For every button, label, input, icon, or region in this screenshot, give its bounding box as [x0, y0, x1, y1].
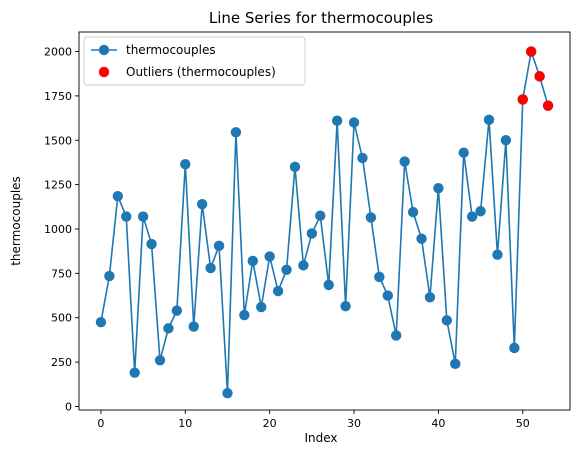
data-point [357, 152, 368, 164]
data-point [500, 135, 512, 146]
data-point [230, 127, 242, 138]
chart-title: Line Series for thermocouples [209, 9, 433, 27]
axes-frame [78, 31, 571, 411]
data-point [298, 260, 309, 271]
legend-box [83, 36, 306, 86]
data-point [382, 290, 393, 301]
x-tick-label: 10 [178, 417, 192, 430]
outlier-point [525, 46, 537, 57]
data-point [509, 342, 520, 354]
x-tick-label: 20 [263, 417, 277, 430]
data-point [391, 330, 402, 341]
y-tick-label: 1250 [44, 179, 72, 192]
legend: thermocouples Outliers (thermocouples) [83, 36, 306, 86]
data-point [458, 147, 469, 158]
outlier-point [534, 71, 545, 82]
data-point [416, 233, 427, 244]
x-tick-label: 0 [97, 417, 104, 430]
x-tick-label: 30 [347, 417, 361, 430]
axes: 0 10 20 30 40 5002505007501000125015001750200… [44, 31, 571, 430]
data-point [424, 292, 436, 303]
data-point [289, 161, 301, 173]
data-point [306, 228, 318, 239]
y-tick-label: 250 [51, 356, 72, 369]
data-point [146, 238, 157, 250]
y-tick-label: 500 [51, 312, 72, 325]
outlier-point [517, 94, 528, 105]
data-point [121, 211, 132, 222]
y-tick-label: 1750 [44, 90, 72, 103]
data-point [340, 300, 351, 312]
data-point [264, 251, 275, 262]
data-point [95, 316, 107, 328]
y-tick-label: 750 [51, 267, 72, 280]
data-point [222, 387, 233, 399]
series-line-thermocouples [100, 50, 549, 394]
data-point [137, 211, 149, 222]
data-point [239, 309, 250, 321]
data-point [315, 210, 326, 221]
outlier-point [542, 100, 554, 111]
legend-label-outliers: Outliers (thermocouples) [126, 65, 276, 79]
data-point [112, 190, 124, 202]
data-point [323, 279, 334, 291]
data-point [188, 321, 199, 332]
data-point [272, 285, 284, 297]
data-point [475, 206, 486, 217]
data-point [205, 262, 216, 274]
data-point [129, 367, 140, 378]
data-point [399, 156, 410, 167]
data-point [163, 323, 174, 334]
y-tick-label: 1000 [44, 223, 72, 236]
x-tick-label: 40 [431, 417, 445, 430]
data-point [492, 249, 503, 260]
data-point [483, 114, 495, 126]
y-axis-label: thermocouples [9, 176, 23, 266]
legend-swatch-marker [98, 44, 110, 56]
data-point [348, 117, 360, 128]
data-point [374, 271, 385, 283]
data-point [450, 358, 461, 370]
legend-label-thermocouples: thermocouples [126, 43, 216, 57]
data-point [154, 355, 166, 366]
y-tick-label: 2000 [44, 46, 72, 59]
data-point [180, 159, 191, 170]
data-point [104, 270, 115, 282]
data-point [256, 301, 267, 313]
y-tick-label: 0 [65, 400, 72, 413]
data-point [433, 182, 444, 194]
data-point [441, 315, 453, 326]
data-point [247, 255, 258, 267]
data-point [281, 264, 292, 276]
data-point [196, 198, 208, 210]
data-point [213, 240, 225, 252]
data-point [365, 212, 377, 223]
data-point [331, 115, 343, 126]
x-axis-label: Index [304, 431, 337, 445]
data-point [171, 305, 183, 316]
x-tick-label: 50 [516, 417, 530, 430]
legend-swatch-outlier [98, 66, 110, 78]
y-tick-label: 1500 [44, 134, 72, 147]
plot-area [95, 46, 554, 399]
data-point [466, 211, 478, 222]
data-point [407, 206, 419, 218]
